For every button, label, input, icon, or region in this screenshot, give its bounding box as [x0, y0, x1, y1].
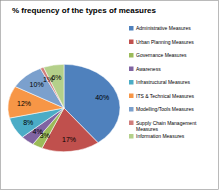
- legend: Administrative Measures Urban Planning Me…: [129, 25, 197, 139]
- data-labels: 40%17%3%4%8%12%10%1%6%: [17, 74, 109, 143]
- legend-swatch: [129, 107, 134, 112]
- legend-swatch: [129, 80, 134, 85]
- legend-swatch: [129, 121, 134, 126]
- legend-swatch: [129, 53, 134, 58]
- legend-label: Information Measures: [136, 133, 185, 139]
- legend-swatch: [129, 26, 134, 31]
- legend-swatch: [129, 40, 134, 45]
- legend-label: Modelling/Tools Measures: [136, 106, 194, 112]
- chart-title: % frequency of the types of measures: [12, 6, 157, 15]
- plot-area: [8, 64, 120, 151]
- legend-label: ITS & Technical Measures: [136, 93, 194, 99]
- data-label: 17%: [62, 136, 76, 143]
- legend-label: Urban Planning Measures: [136, 39, 194, 45]
- legend-label: Supply Chain ManagementMeasures: [136, 120, 197, 132]
- legend-swatch: [129, 94, 134, 99]
- data-label: 40%: [95, 94, 109, 101]
- legend-label: Governance Measures: [136, 52, 187, 58]
- pie-slice: [44, 64, 64, 108]
- pie: [8, 64, 120, 151]
- legend-label: Infrastructural Measures: [136, 79, 190, 85]
- legend-swatch: [129, 134, 134, 139]
- legend-swatch: [129, 67, 134, 72]
- data-label: 8%: [23, 119, 33, 126]
- chart: % frequency of the types of measures 40% 1…: [0, 0, 219, 190]
- legend-label: Administrative Measures: [136, 25, 191, 31]
- chart-border: [1, 1, 219, 190]
- data-label: 12%: [17, 100, 31, 107]
- data-label: 6%: [51, 74, 61, 81]
- data-label: 4%: [32, 128, 42, 135]
- data-label: 10%: [30, 81, 44, 88]
- legend-label: Awareness: [136, 66, 161, 72]
